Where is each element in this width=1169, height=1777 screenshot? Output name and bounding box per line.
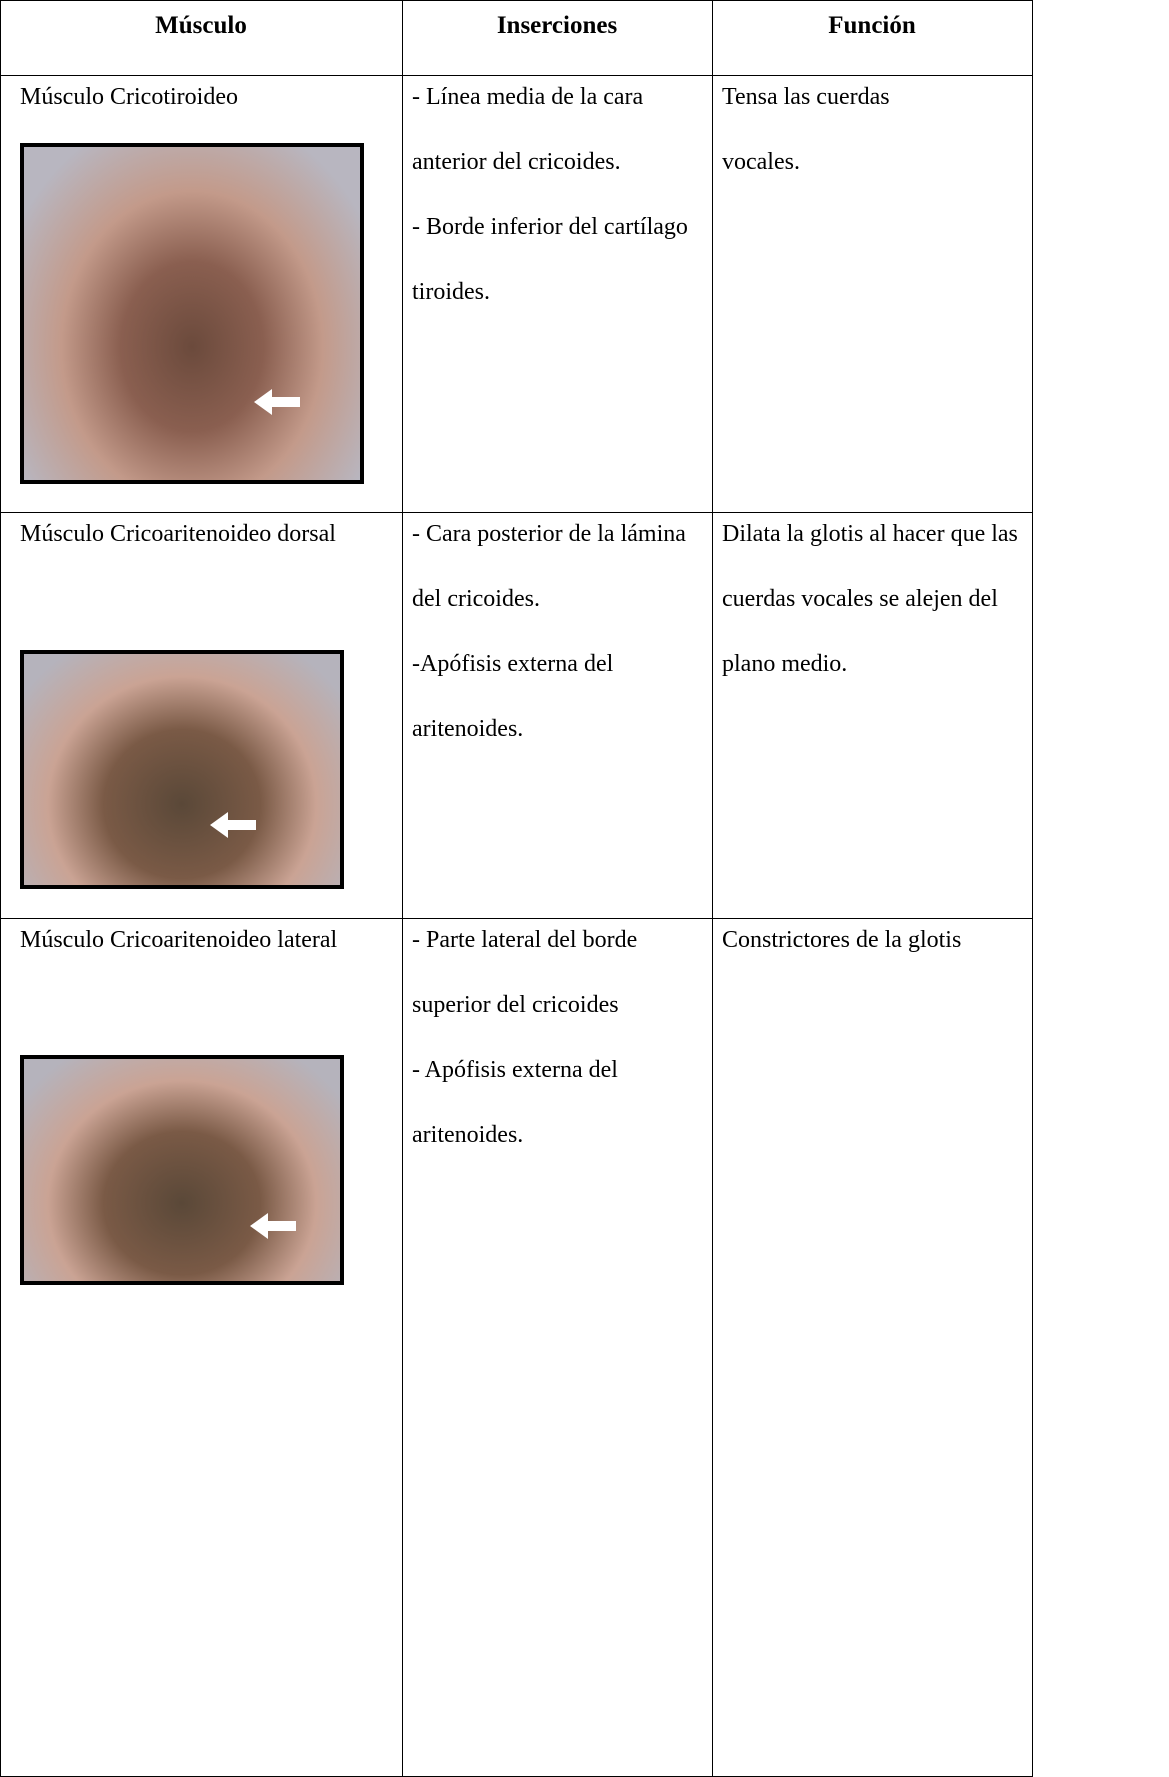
border	[0, 512, 1033, 513]
border	[0, 75, 1033, 76]
header-cell: Músculo	[155, 12, 247, 39]
function: Dilata la glotis al hacer que las cuerda…	[722, 521, 1018, 677]
header-cell: Función	[828, 12, 916, 39]
insertion: - Línea media de la cara anterior del cr…	[412, 84, 644, 175]
border	[0, 0, 1, 1777]
photo	[20, 143, 364, 484]
function: Tensa las cuerdas vocales.	[722, 84, 890, 175]
muscle: Músculo Cricotiroideo	[20, 84, 238, 110]
insertion: - Apófisis externa del aritenoides.	[412, 1057, 618, 1148]
arrow	[254, 389, 300, 415]
muscle: Músculo Cricoaritenoideo lateral	[20, 927, 338, 953]
border	[402, 0, 403, 1777]
border	[0, 0, 1033, 1]
muscle: Músculo Cricoaritenoideo dorsal	[20, 521, 336, 547]
header-cell: Inserciones	[496, 12, 618, 39]
arrow	[210, 812, 256, 838]
insertion: -Apófisis externa del aritenoides.	[412, 651, 614, 742]
border	[712, 0, 713, 1777]
function: Constrictores de la glotis	[722, 927, 962, 953]
border	[0, 918, 1033, 919]
insertions: - Cara posterior de la lámina del cricoi…	[412, 502, 704, 762]
insertions: - Línea media de la cara anterior del cr…	[412, 65, 704, 325]
insertion: - Parte lateral del borde superior del c…	[412, 927, 638, 1018]
photo	[20, 1055, 344, 1285]
insertion: - Borde inferior del cartílago tiroides.	[412, 214, 688, 305]
insertions: - Parte lateral del borde superior del c…	[412, 908, 704, 1168]
arrow	[250, 1213, 296, 1239]
insertion: - Cara posterior de la lámina del cricoi…	[412, 521, 686, 612]
photo	[20, 650, 344, 889]
border	[1032, 0, 1033, 1777]
